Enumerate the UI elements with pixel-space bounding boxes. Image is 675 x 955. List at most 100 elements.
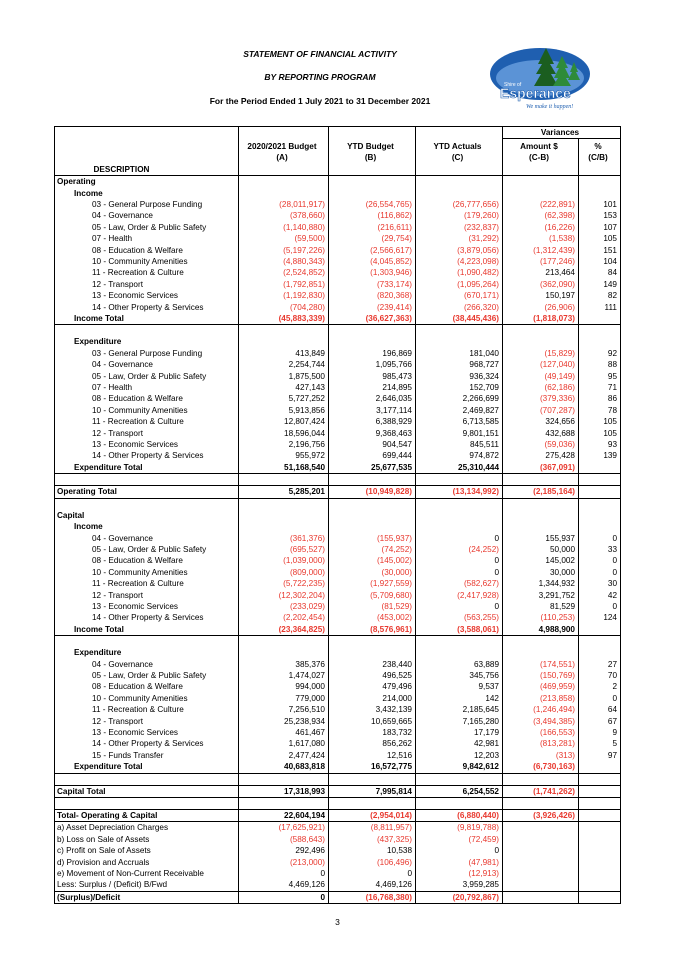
cell-a: 7,256,510 (238, 704, 329, 716)
cell-e: 93 (578, 439, 621, 451)
cell-e (578, 879, 621, 892)
table-row: Operating (54, 175, 621, 188)
cell-c: (12,913) (415, 868, 503, 880)
table-row: 12 - Transport (12,302,204) (5,709,680) (2,… (54, 589, 621, 601)
report-period: For the Period Ended 1 July 2021 to 31 D… (209, 96, 431, 106)
cell-a: 427,143 (238, 382, 329, 394)
cell-c: (9,819,788) (415, 821, 503, 834)
cell-b: 4,469,126 (328, 879, 416, 892)
financial-activity-table: Variances 2020/2021 Budget YTD Budget YT… (54, 125, 621, 905)
cell-e: 153 (578, 210, 621, 222)
table-row: Less: Surplus / (Deficit) B/Fwd 4,469,126… (54, 879, 621, 892)
row-label: Expenditure (54, 336, 239, 348)
cell-b: (106,496) (328, 856, 416, 869)
row-label: Income (54, 521, 239, 533)
cell-d: (3,926,426) (502, 809, 579, 823)
cell-a: (1,140,880) (238, 221, 329, 234)
table-row: Total- Operating & Capital 22,604,194 (2,9… (54, 809, 621, 823)
cell-c: (582,627) (415, 578, 503, 590)
cell-c: 63,889 (415, 658, 503, 670)
cell-c: 2,469,827 (415, 404, 503, 417)
cell-d: (313) (502, 749, 579, 762)
cell-e: 0 (578, 600, 621, 613)
cell-b: 904,547 (328, 439, 416, 451)
cell-a: (588,643) (238, 833, 329, 846)
table-row: 10 - Community Amenities 5,913,856 3,177,1… (54, 404, 621, 417)
header-row-labels: 2020/2021 Budget YTD Budget YTD Actuals … (54, 140, 621, 153)
cell-e: 105 (578, 427, 621, 440)
cell-d: (49,149) (502, 370, 579, 383)
row-label: 08 - Education & Welfare (54, 393, 239, 405)
table-row: 11 - Recreation & Culture (2,524,852) (1,3… (54, 267, 621, 279)
cell-c: (6,880,440) (415, 809, 503, 823)
cell-c: 181,040 (415, 347, 503, 360)
cell-e: 0 (578, 532, 621, 544)
cell-a: 40,683,818 (238, 761, 329, 774)
cell-c: (1,090,482) (415, 267, 503, 279)
description-header: DESCRIPTION (54, 163, 239, 177)
table-row: b) Loss on Sale of Assets (588,643) (437,3… (54, 833, 621, 846)
cell-a: (1,792,851) (238, 278, 329, 291)
cell-a: (59,500) (238, 233, 329, 245)
cell-b: (16,768,380) (328, 890, 416, 905)
table-row: Expenditure Total 40,683,818 16,572,775 9,8… (54, 761, 621, 774)
cell-d: (15,829) (502, 347, 579, 360)
logo-tree-icon (568, 62, 580, 80)
table-row: 11 - Recreation & Culture (5,722,235) (1,9… (54, 578, 621, 590)
cell-a: 461,467 (238, 727, 329, 739)
cell-d: (150,769) (502, 669, 579, 682)
cell-c: 0 (415, 600, 503, 613)
cell-b: (10,949,828) (328, 485, 416, 499)
amount-code: (C-B) (502, 152, 579, 164)
cell-a: 1,617,080 (238, 738, 329, 750)
cell-e: 139 (578, 450, 621, 462)
cell-e: 67 (578, 715, 621, 727)
cell-d: 324,656 (502, 416, 579, 428)
cell-b: (820,368) (328, 290, 416, 302)
cell-b: (36,627,363) (328, 313, 416, 326)
cell-c: 0 (415, 566, 503, 579)
spacer-row (54, 473, 621, 486)
table-row: Expenditure (54, 647, 621, 659)
cell-c: 845,511 (415, 439, 503, 451)
table-row: 14 - Other Property & Services (2,202,454… (54, 612, 621, 624)
ytd-actuals-code: (C) (415, 152, 503, 164)
row-label: 10 - Community Amenities (54, 692, 239, 705)
cell-d: (62,398) (502, 210, 579, 222)
cell-c: 152,709 (415, 382, 503, 394)
amount-header: Amount $ (502, 140, 579, 153)
row-label: 10 - Community Amenities (54, 566, 239, 579)
row-label: 05 - Law, Order & Public Safety (54, 221, 239, 234)
cell-b: (145,002) (328, 555, 416, 567)
header-row-codes: (A) (B) (C) (C-B) (C/B) (54, 152, 621, 164)
row-label: Expenditure (54, 647, 239, 659)
cell-d: (1,246,494) (502, 704, 579, 716)
table-row: e) Movement of Non-Current Receivable 0 0(… (54, 868, 621, 880)
cell-c: 9,842,612 (415, 761, 503, 774)
cell-d: 81,529 (502, 600, 579, 613)
cell-a: (2,524,852) (238, 267, 329, 279)
row-label: Income (54, 187, 239, 199)
cell-e (578, 461, 621, 475)
cell-a: (1,192,830) (238, 290, 329, 302)
cell-a: (1,039,000) (238, 555, 329, 567)
cell-a: (17,625,921) (238, 821, 329, 834)
table-row: Income (54, 521, 621, 533)
cell-e (578, 809, 621, 823)
cell-b: (239,414) (328, 301, 416, 313)
cell-a: (361,376) (238, 532, 329, 544)
row-label: 13 - Economic Services (54, 290, 239, 302)
cell-a: 2,477,424 (238, 749, 329, 762)
cell-b: (733,174) (328, 278, 416, 291)
cell-e: 88 (578, 359, 621, 371)
row-label: 05 - Law, Order & Public Safety (54, 669, 239, 682)
row-label: 08 - Education & Welfare (54, 244, 239, 256)
cell-c: (38,445,436) (415, 313, 503, 326)
cell-e (578, 833, 621, 846)
cell-b: (155,937) (328, 532, 416, 544)
cell-a: 1,875,500 (238, 370, 329, 383)
row-label: 08 - Education & Welfare (54, 681, 239, 693)
pct-header: % (578, 140, 621, 153)
cell-a: (2,202,454) (238, 612, 329, 624)
cell-a: 18,596,044 (238, 427, 329, 440)
